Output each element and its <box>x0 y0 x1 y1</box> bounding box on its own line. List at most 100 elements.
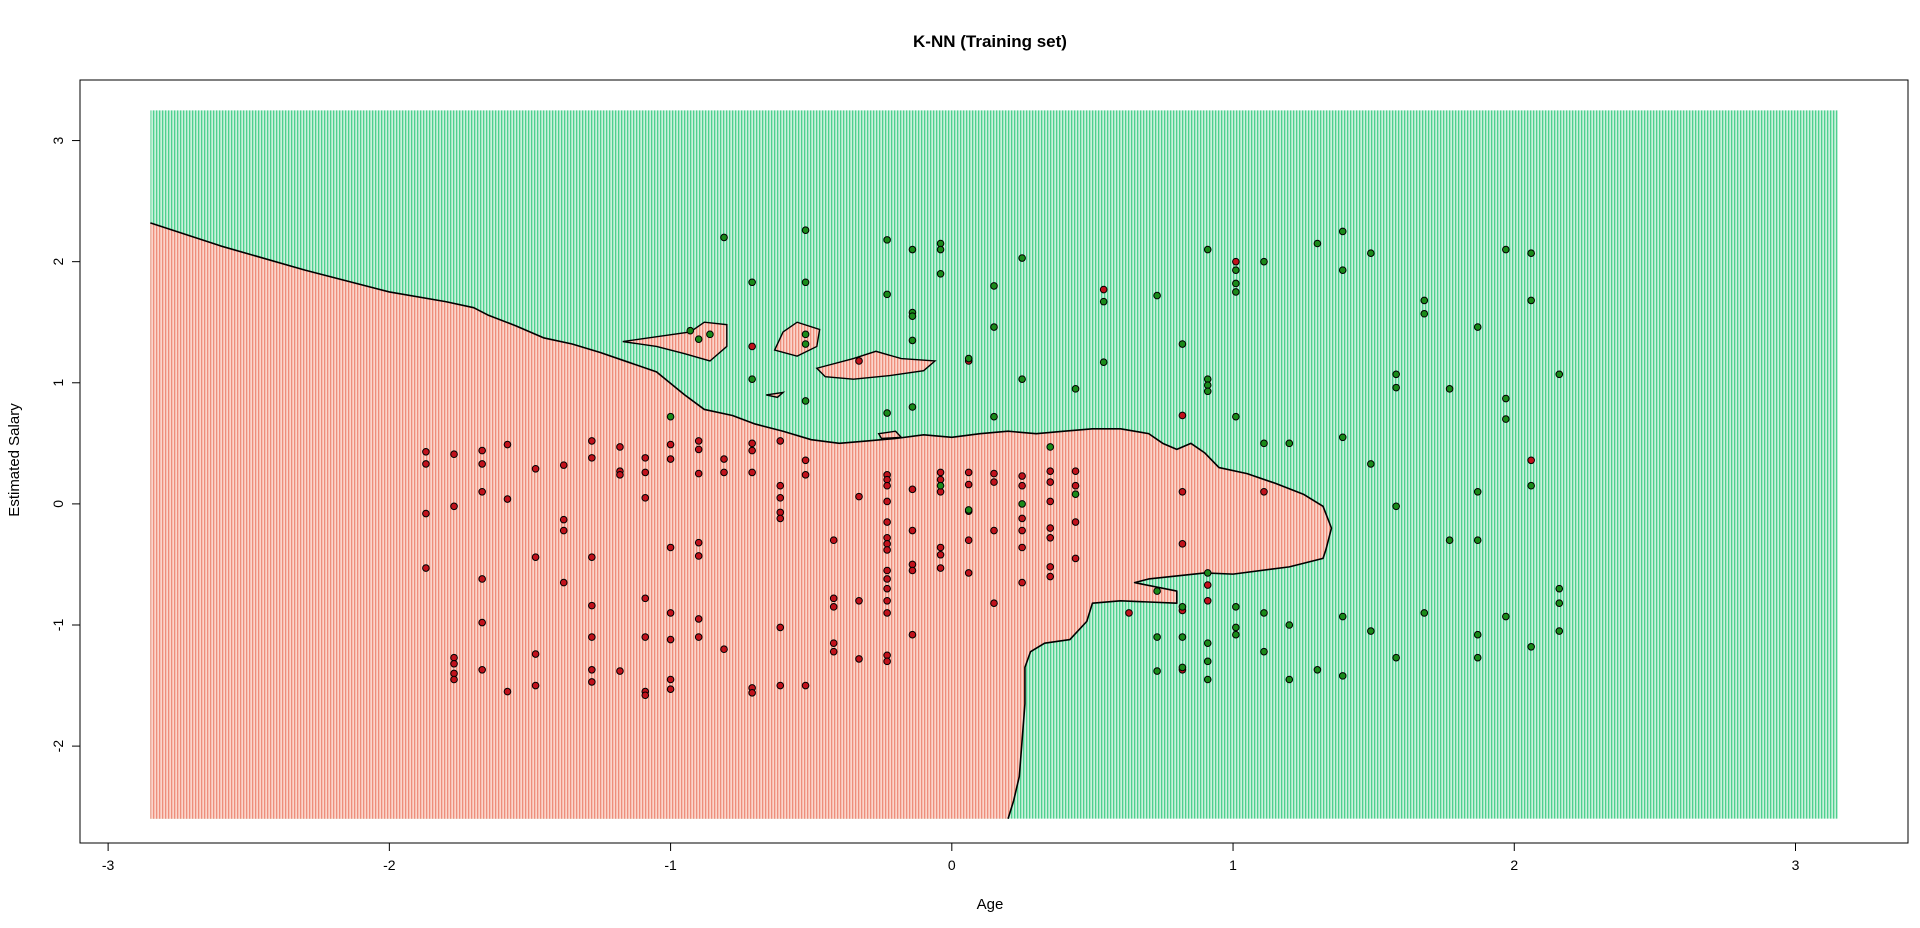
point-class-0 <box>616 443 624 451</box>
y-tick-label: -1 <box>50 619 66 632</box>
point-class-0 <box>450 450 458 459</box>
point-class-0 <box>503 440 512 449</box>
point-class-1 <box>1153 587 1161 595</box>
point-class-1 <box>1232 266 1240 274</box>
point-class-0 <box>559 578 568 587</box>
point-class-1 <box>1502 394 1510 403</box>
point-class-0 <box>478 666 486 674</box>
point-class-0 <box>748 689 756 697</box>
point-class-1 <box>1178 340 1187 348</box>
point-class-0 <box>422 509 430 518</box>
point-class-1 <box>1555 627 1564 635</box>
point-class-1 <box>883 409 891 417</box>
point-class-1 <box>1502 415 1510 423</box>
point-class-0 <box>1071 467 1080 475</box>
point-class-0 <box>1018 578 1026 587</box>
point-class-1 <box>720 233 728 242</box>
point-class-1 <box>1555 370 1564 379</box>
point-class-1 <box>1338 266 1347 274</box>
y-tick-label: -2 <box>50 740 66 753</box>
point-class-1 <box>990 412 998 421</box>
point-class-1 <box>1367 627 1375 635</box>
point-class-0 <box>855 357 863 365</box>
point-class-0 <box>666 440 675 449</box>
point-class-1 <box>1445 536 1454 545</box>
point-class-1 <box>666 412 675 421</box>
point-class-0 <box>801 681 810 690</box>
point-class-0 <box>990 526 998 535</box>
point-class-1 <box>1178 663 1187 672</box>
point-class-0 <box>990 469 998 478</box>
point-class-1 <box>908 245 917 254</box>
point-class-0 <box>531 464 540 473</box>
point-class-0 <box>503 495 512 503</box>
training-points <box>422 226 1564 700</box>
point-class-0 <box>776 494 785 502</box>
point-class-0 <box>1178 540 1187 548</box>
point-class-1 <box>1153 633 1161 641</box>
point-class-1 <box>964 506 973 514</box>
point-class-0 <box>1099 285 1108 294</box>
x-tick-label: -1 <box>664 857 677 873</box>
point-class-0 <box>666 635 675 644</box>
point-class-0 <box>1018 526 1026 535</box>
point-class-1 <box>1285 621 1294 629</box>
point-class-0 <box>720 645 728 654</box>
point-class-0 <box>748 468 756 477</box>
point-class-1 <box>1527 643 1535 651</box>
point-class-0 <box>908 526 917 535</box>
point-class-1 <box>1367 249 1375 257</box>
point-class-0 <box>588 666 596 674</box>
point-class-1 <box>936 481 945 490</box>
boundary-island-3 <box>766 391 786 399</box>
point-class-0 <box>588 678 596 686</box>
point-class-0 <box>450 502 458 511</box>
point-class-0 <box>883 596 891 605</box>
point-class-0 <box>1046 534 1055 542</box>
point-class-0 <box>1178 411 1187 420</box>
point-class-1 <box>1232 279 1240 288</box>
point-class-1 <box>1285 675 1294 684</box>
point-class-1 <box>1178 633 1187 641</box>
y-axis-label: Estimated Salary <box>6 403 23 517</box>
point-class-0 <box>1527 456 1535 465</box>
point-class-0 <box>908 566 917 575</box>
point-class-1 <box>908 336 917 345</box>
point-class-0 <box>990 599 998 608</box>
point-class-0 <box>641 633 650 641</box>
point-class-1 <box>1502 612 1510 621</box>
point-class-1 <box>1285 439 1294 448</box>
point-class-0 <box>503 687 512 696</box>
point-class-0 <box>908 485 917 494</box>
point-class-0 <box>531 553 540 561</box>
point-class-0 <box>1018 472 1026 480</box>
point-class-0 <box>616 667 624 675</box>
point-class-0 <box>694 445 703 454</box>
boundary-island-0 <box>622 321 728 362</box>
point-class-1 <box>706 330 714 339</box>
point-class-0 <box>1018 481 1026 490</box>
point-class-1 <box>694 335 703 343</box>
x-axis-label: Age <box>977 896 1004 913</box>
point-class-0 <box>588 633 596 641</box>
point-class-0 <box>1178 487 1187 496</box>
point-class-0 <box>1046 478 1055 486</box>
point-class-0 <box>1232 257 1240 266</box>
point-class-0 <box>1046 572 1055 581</box>
point-class-1 <box>936 245 945 254</box>
point-class-0 <box>694 615 703 623</box>
point-class-1 <box>1555 599 1564 608</box>
point-class-1 <box>990 323 998 331</box>
point-class-0 <box>694 552 703 560</box>
point-class-1 <box>1018 375 1026 383</box>
point-class-1 <box>1338 612 1347 621</box>
point-class-1 <box>1260 609 1268 617</box>
point-class-0 <box>694 538 703 547</box>
point-class-0 <box>883 657 891 666</box>
point-class-1 <box>1445 385 1454 393</box>
point-class-0 <box>801 471 810 479</box>
point-class-1 <box>883 290 891 299</box>
point-class-1 <box>1502 245 1510 254</box>
point-class-0 <box>1046 497 1055 506</box>
